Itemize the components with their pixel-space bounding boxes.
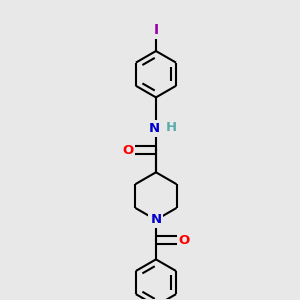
Text: O: O <box>178 234 190 247</box>
Text: O: O <box>122 143 133 157</box>
Text: N: N <box>149 122 160 135</box>
Text: H: H <box>166 121 177 134</box>
Text: O: O <box>122 143 133 157</box>
Text: H: H <box>166 121 177 134</box>
Text: O: O <box>178 234 190 247</box>
Text: I: I <box>153 22 158 37</box>
Text: N: N <box>150 213 161 226</box>
Text: I: I <box>153 22 158 37</box>
Text: N: N <box>149 122 160 135</box>
Text: N: N <box>150 213 161 226</box>
